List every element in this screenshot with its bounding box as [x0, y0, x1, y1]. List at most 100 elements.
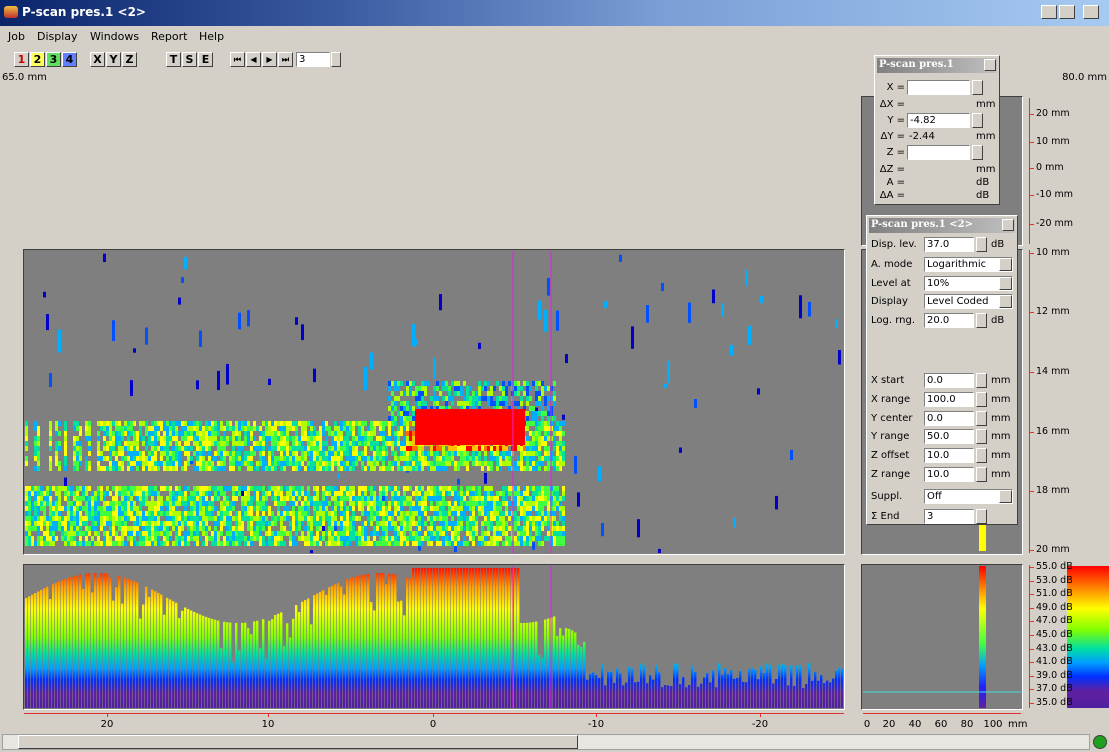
view-button[interactable]: E — [198, 52, 213, 67]
input-field[interactable]: 3 — [924, 509, 974, 524]
axis-button[interactable]: Z — [122, 52, 137, 67]
dropdown[interactable]: Logarithmic — [924, 257, 1013, 272]
spinner[interactable] — [976, 429, 987, 444]
scan-pixel — [484, 381, 487, 386]
scan-pixel — [82, 486, 85, 491]
axis-button[interactable]: Y — [106, 52, 121, 67]
close-button[interactable] — [1083, 5, 1099, 19]
scan-pixel — [259, 541, 262, 546]
channel-button[interactable]: 2 — [30, 52, 45, 67]
scan-pixel — [37, 446, 40, 451]
spinner[interactable] — [972, 145, 983, 160]
channel-button[interactable]: 3 — [46, 52, 61, 67]
scan-pixel — [556, 461, 559, 466]
scan-pixel — [190, 506, 193, 511]
scan-pixel — [496, 541, 499, 546]
scan-pixel — [145, 521, 148, 526]
scan-pixel — [214, 436, 217, 441]
dropdown[interactable]: Off — [924, 489, 1013, 504]
scan-pixel — [274, 441, 277, 446]
scan-pixel — [352, 451, 355, 456]
scan-pixel — [223, 456, 226, 461]
dropdown-button[interactable] — [999, 490, 1012, 503]
input-field[interactable]: 10.0 — [924, 467, 974, 482]
scan-pixel — [418, 491, 421, 496]
spinner[interactable] — [976, 373, 987, 388]
scan-pixel — [487, 516, 490, 521]
ascan-bar — [472, 568, 475, 708]
input-field[interactable]: 37.0 — [924, 237, 974, 252]
scan-pixel — [442, 451, 445, 456]
view-button[interactable]: T — [166, 52, 181, 67]
scan-pixel — [79, 431, 82, 436]
view-button[interactable]: S — [182, 52, 197, 67]
ascan-bar — [649, 675, 652, 708]
maximize-button[interactable] — [1059, 5, 1075, 19]
input-field[interactable]: 100.0 — [924, 392, 974, 407]
nav-button[interactable]: ▶ — [262, 52, 277, 67]
close-button[interactable] — [984, 59, 996, 71]
spinner[interactable] — [976, 237, 987, 252]
scan-pixel — [298, 496, 301, 501]
input-field[interactable]: 10.0 — [924, 448, 974, 463]
scan-pixel — [256, 526, 259, 531]
spinner[interactable] — [976, 313, 987, 328]
scan-pixel — [238, 491, 241, 496]
scan-pixel — [349, 466, 352, 471]
scan-pixel — [154, 526, 157, 531]
step-input[interactable]: 3 — [296, 52, 330, 67]
scroll-thumb[interactable] — [18, 735, 578, 749]
scan-pixel — [43, 496, 46, 501]
menu-item[interactable]: Help — [199, 30, 225, 43]
menu-item[interactable]: Display — [37, 30, 78, 43]
spinner[interactable] — [976, 392, 987, 407]
close-button[interactable] — [1002, 219, 1014, 231]
scan-pixel — [421, 491, 424, 496]
spinner[interactable] — [976, 411, 987, 426]
scan-pixel — [493, 516, 496, 521]
scan-pixel — [223, 536, 226, 541]
scan-pixel — [457, 536, 460, 541]
input-field[interactable]: 50.0 — [924, 429, 974, 444]
scan-pixel — [457, 401, 460, 406]
dropdown-button[interactable] — [999, 277, 1012, 290]
input-field[interactable]: 0.0 — [924, 411, 974, 426]
dropdown-button[interactable] — [999, 295, 1012, 308]
input-field[interactable] — [907, 145, 970, 160]
scan-pixel — [169, 496, 172, 501]
nav-button[interactable]: ◀ — [246, 52, 261, 67]
scan-pixel — [523, 486, 526, 491]
dropdown[interactable]: Level Coded — [924, 294, 1013, 309]
step-spinner[interactable] — [331, 52, 341, 67]
spinner[interactable] — [972, 113, 983, 128]
dropdown-button[interactable] — [999, 258, 1012, 271]
spinner[interactable] — [976, 448, 987, 463]
menu-item[interactable]: Report — [151, 30, 188, 43]
scan-pixel — [526, 466, 529, 471]
menu-item[interactable]: Windows — [90, 30, 140, 43]
scan-pixel — [148, 521, 151, 526]
input-field[interactable]: 0.0 — [924, 373, 974, 388]
minimize-button[interactable] — [1041, 5, 1057, 19]
channel-button[interactable]: 4 — [62, 52, 77, 67]
scan-pixel — [265, 491, 268, 496]
scan-pixel — [409, 466, 412, 471]
scan-pixel — [361, 521, 364, 526]
scan-pixel — [271, 486, 274, 491]
input-field[interactable] — [907, 80, 970, 95]
spinner[interactable] — [976, 509, 987, 524]
menu-item[interactable]: Job — [8, 30, 25, 43]
spinner[interactable] — [976, 467, 987, 482]
ascan-bar — [496, 568, 499, 708]
nav-button[interactable]: ⏮ — [230, 52, 245, 67]
input-field[interactable]: -4.82 — [907, 113, 970, 128]
scan-pixel — [307, 466, 310, 471]
channel-button[interactable]: 1 — [14, 52, 29, 67]
field-label: Level at — [871, 278, 911, 289]
scan-pixel — [424, 511, 427, 516]
input-field[interactable]: 20.0 — [924, 313, 974, 328]
dropdown[interactable]: 10% — [924, 276, 1013, 291]
spinner[interactable] — [972, 80, 983, 95]
axis-button[interactable]: X — [90, 52, 105, 67]
nav-button[interactable]: ⏭ — [278, 52, 293, 67]
